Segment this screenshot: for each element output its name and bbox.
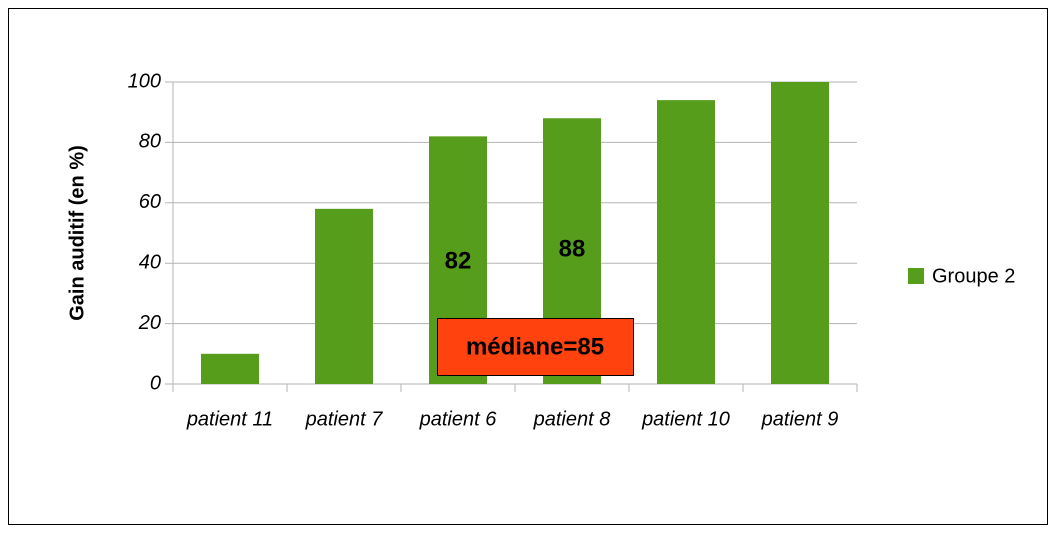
x-tick-label: patient 10 bbox=[641, 408, 730, 430]
y-tick-label: 80 bbox=[139, 131, 161, 153]
y-tick-label: 100 bbox=[128, 70, 161, 92]
legend-swatch bbox=[908, 268, 924, 284]
x-tick-label: patient 8 bbox=[533, 408, 611, 430]
annotation: médiane=85 bbox=[466, 333, 604, 360]
y-tick-label: 60 bbox=[139, 191, 161, 213]
y-tick-label: 20 bbox=[138, 312, 161, 334]
frame bbox=[8, 8, 1048, 525]
y-axis-label: Gain auditif (en %) bbox=[66, 145, 88, 321]
y-tick-label: 40 bbox=[139, 251, 161, 273]
x-tick-label: patient 11 bbox=[186, 408, 273, 430]
y-tick-label: 0 bbox=[150, 372, 161, 394]
x-tick-label: patient 7 bbox=[305, 408, 384, 430]
bar bbox=[315, 208, 373, 384]
bar bbox=[201, 353, 259, 384]
legend-label: Groupe 2 bbox=[932, 265, 1015, 287]
annotation-box bbox=[437, 318, 634, 376]
x-tick-label: patient 6 bbox=[419, 408, 498, 430]
bar bbox=[771, 82, 829, 384]
x-tick-label: patient 9 bbox=[761, 408, 839, 430]
data-label: 82 bbox=[445, 247, 472, 274]
data-label: 88 bbox=[559, 235, 586, 262]
bar bbox=[657, 100, 715, 385]
